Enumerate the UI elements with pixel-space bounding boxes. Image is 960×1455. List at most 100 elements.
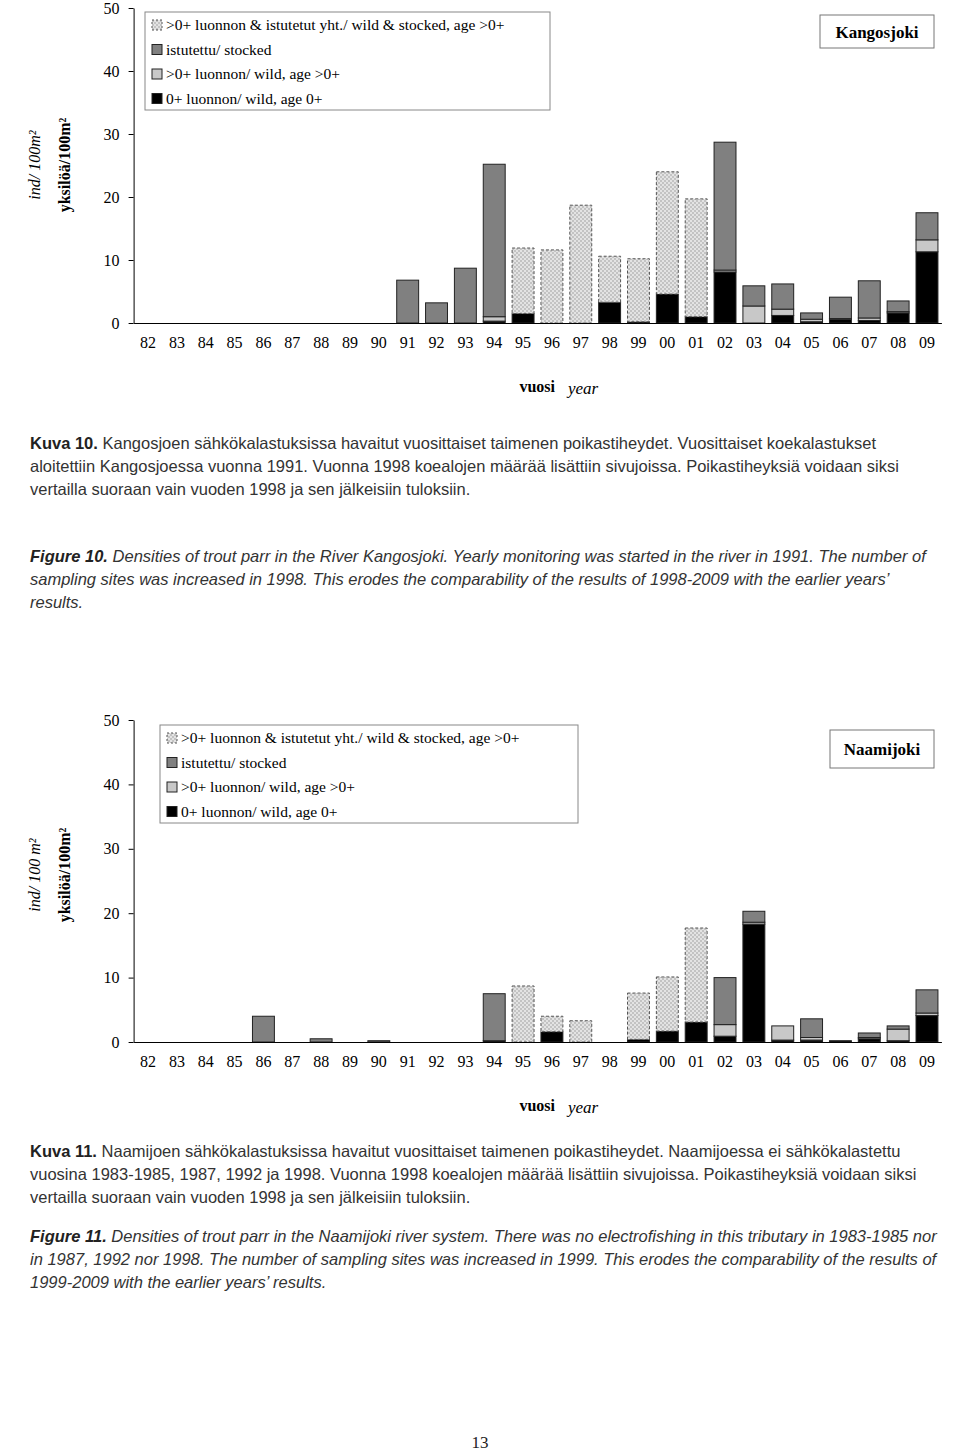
x-tick-label: 83 bbox=[169, 1053, 185, 1070]
bar-segment bbox=[628, 993, 650, 1039]
x-tick-label: 07 bbox=[861, 334, 877, 351]
bar-segment bbox=[714, 978, 736, 1025]
x-tick-label: 86 bbox=[255, 334, 271, 351]
bar-segment bbox=[829, 319, 851, 323]
x-tick-label: 03 bbox=[746, 1053, 762, 1070]
x-tick: 91 bbox=[400, 1053, 416, 1070]
bar-segment bbox=[743, 924, 765, 1042]
x-tick: 82 bbox=[140, 334, 156, 351]
bar-segment bbox=[656, 294, 678, 323]
x-tick: 93 bbox=[457, 1053, 473, 1070]
bar-segment bbox=[656, 1031, 678, 1042]
x-tick: 00 bbox=[659, 334, 675, 351]
legend-swatch bbox=[152, 69, 162, 79]
x-tick-label: 82 bbox=[140, 1053, 156, 1070]
x-tick-label: 97 bbox=[573, 334, 589, 351]
x-tick: 06 bbox=[832, 1053, 848, 1070]
x-tick: 04 bbox=[775, 1053, 791, 1070]
x-tick: 93 bbox=[457, 334, 473, 351]
y-tick: 20 bbox=[104, 189, 134, 206]
x-tick-label: 87 bbox=[284, 334, 300, 351]
bar-segment bbox=[887, 1026, 909, 1029]
bar-segment bbox=[656, 172, 678, 294]
y-tick-mark bbox=[129, 323, 134, 324]
y-tick-label: 20 bbox=[104, 905, 120, 922]
chart-title: Kangosjoki bbox=[835, 23, 918, 42]
x-tick-label: 85 bbox=[227, 1053, 243, 1070]
x-tick-label: 91 bbox=[400, 334, 416, 351]
x-tick: 88 bbox=[313, 334, 329, 351]
x-tick-label: 98 bbox=[602, 1053, 618, 1070]
x-tick: 84 bbox=[198, 334, 214, 351]
bar-segment bbox=[397, 280, 419, 323]
x-tick: 84 bbox=[198, 1053, 214, 1070]
x-tick-label: 06 bbox=[832, 334, 848, 351]
x-tick-label: 96 bbox=[544, 334, 560, 351]
bar-segment bbox=[772, 315, 794, 323]
bar-segment bbox=[570, 1021, 592, 1042]
x-axis: 8283848586878889909192939495969798990001… bbox=[134, 1043, 942, 1071]
x-tick: 94 bbox=[486, 334, 502, 351]
caption-text: Naamijoen sähkökalastuksissa havaitut vu… bbox=[30, 1142, 916, 1206]
bar-segment bbox=[829, 297, 851, 318]
legend-swatch bbox=[152, 94, 162, 104]
bar-segment bbox=[512, 314, 534, 323]
y-tick-mark bbox=[129, 1042, 134, 1043]
x-tick: 05 bbox=[804, 1053, 820, 1070]
legend-label: >0+ luonnon/ wild, age >0+ bbox=[166, 65, 340, 82]
x-tick-label: 99 bbox=[630, 334, 646, 351]
bar-segment bbox=[858, 281, 880, 318]
bar-segment bbox=[916, 240, 938, 252]
legend-swatch bbox=[167, 733, 177, 743]
y-tick-mark bbox=[129, 197, 134, 198]
x-tick-label: 87 bbox=[284, 1053, 300, 1070]
x-tick: 01 bbox=[688, 1053, 704, 1070]
y-tick-label: 40 bbox=[104, 776, 120, 793]
y-axis: 01020304050 bbox=[104, 0, 135, 332]
y-tick: 30 bbox=[104, 126, 134, 143]
x-tick-label: 90 bbox=[371, 1053, 387, 1070]
x-tick: 00 bbox=[659, 1053, 675, 1070]
y-tick: 10 bbox=[104, 252, 134, 269]
y-tick-mark bbox=[129, 978, 134, 979]
legend-label: istutettu/ stocked bbox=[166, 41, 272, 58]
bar-segment bbox=[483, 994, 505, 1041]
x-tick: 97 bbox=[573, 334, 589, 351]
y-tick-mark bbox=[129, 260, 134, 261]
x-tick: 03 bbox=[746, 334, 762, 351]
bar-segment bbox=[772, 309, 794, 315]
bar-segment bbox=[916, 252, 938, 323]
caption-label: Figure 10. bbox=[30, 547, 108, 565]
y-tick: 10 bbox=[104, 969, 134, 986]
x-tick-label: 84 bbox=[198, 334, 214, 351]
x-tick: 82 bbox=[140, 1053, 156, 1070]
x-tick-label: 06 bbox=[832, 1053, 848, 1070]
x-tick: 04 bbox=[775, 334, 791, 351]
bar-segment bbox=[887, 313, 909, 323]
x-label: vuosi bbox=[519, 378, 555, 395]
x-tick-label: 91 bbox=[400, 1053, 416, 1070]
x-tick: 98 bbox=[602, 334, 618, 351]
title-box bbox=[820, 15, 934, 48]
x-tick-label: 85 bbox=[227, 334, 243, 351]
x-tick-label: 01 bbox=[688, 334, 704, 351]
x-label: year bbox=[566, 379, 599, 398]
bar-segment bbox=[628, 259, 650, 322]
y-tick-mark bbox=[129, 913, 134, 914]
legend-label: 0+ luonnon/ wild, age 0+ bbox=[181, 803, 338, 820]
x-tick: 09 bbox=[919, 334, 935, 351]
page-number: 13 bbox=[0, 1433, 960, 1453]
legend: >0+ luonnon & istutetut yht./ wild & sto… bbox=[160, 725, 578, 823]
x-tick: 08 bbox=[890, 334, 906, 351]
x-tick-label: 83 bbox=[169, 334, 185, 351]
x-tick-label: 05 bbox=[804, 1053, 820, 1070]
x-tick-label: 96 bbox=[544, 1053, 560, 1070]
y-tick: 50 bbox=[104, 0, 134, 17]
bar-segment bbox=[829, 1041, 851, 1042]
caption-label: Kuva 11. bbox=[30, 1142, 97, 1160]
bar-segment bbox=[772, 1026, 794, 1040]
x-tick: 07 bbox=[861, 334, 877, 351]
y-tick-mark bbox=[129, 71, 134, 72]
bars bbox=[252, 911, 937, 1042]
bar-segment bbox=[656, 977, 678, 1031]
